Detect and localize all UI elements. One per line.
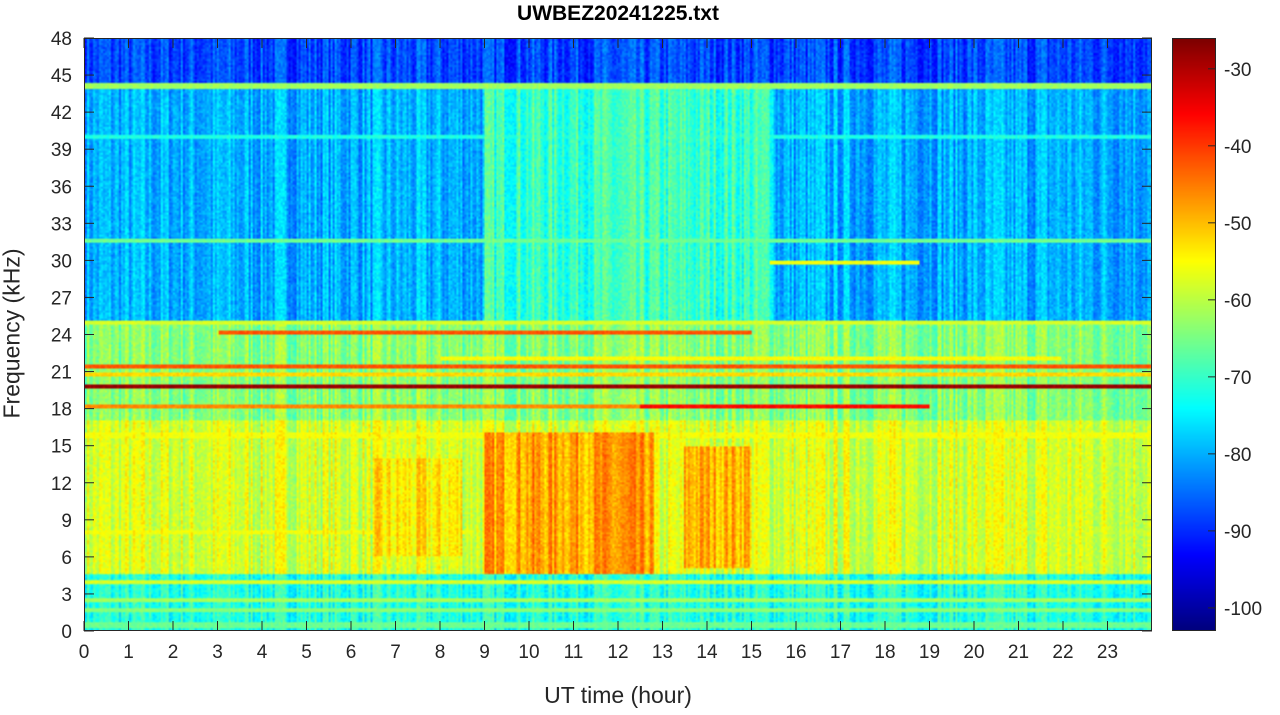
y-tick-label: 18 <box>51 400 72 421</box>
x-tick-label: 15 <box>741 642 762 663</box>
colorbar-tick-label: -70 <box>1224 368 1251 389</box>
y-tick-label: 48 <box>51 29 72 50</box>
x-tick-label: 19 <box>919 642 940 663</box>
x-tick-label: 3 <box>212 642 223 663</box>
y-tick-label: 30 <box>51 251 72 272</box>
x-tick-label: 18 <box>874 642 895 663</box>
x-tick-label: 4 <box>257 642 268 663</box>
y-tick-label: 27 <box>51 288 72 309</box>
y-tick-label: 24 <box>51 326 73 347</box>
colorbar-tick-label: -40 <box>1224 137 1251 158</box>
y-tick-label: 15 <box>51 437 72 458</box>
colorbar <box>1172 38 1216 631</box>
x-tick-label: 14 <box>696 642 718 663</box>
x-tick-label: 8 <box>435 642 446 663</box>
spectrogram-heatmap <box>85 39 1151 630</box>
x-tick-label: 7 <box>390 642 401 663</box>
x-tick-label: 6 <box>346 642 357 663</box>
x-tick-label: 0 <box>79 642 90 663</box>
x-tick-label: 16 <box>785 642 806 663</box>
x-tick-label: 13 <box>652 642 673 663</box>
x-tick-label: 11 <box>564 642 584 663</box>
y-tick-label: 6 <box>61 548 72 569</box>
y-axis-label: Frequency (kHz) <box>0 248 25 419</box>
x-tick-label: 23 <box>1097 642 1118 663</box>
y-tick-label: 33 <box>51 214 72 235</box>
colorbar-tick-label: -60 <box>1224 291 1251 312</box>
colorbar-tick-label: -100 <box>1224 599 1262 620</box>
chart-title: UWBEZ20241225.txt <box>517 2 719 25</box>
x-tick-label: 10 <box>518 642 539 663</box>
y-tick-label: 39 <box>51 140 72 161</box>
y-tick-label: 9 <box>61 511 72 532</box>
colorbar-tick-label: -80 <box>1224 445 1251 466</box>
colorbar-tick-label: -90 <box>1224 522 1251 543</box>
y-tick-label: 3 <box>61 585 72 606</box>
x-tick-label: 17 <box>830 642 851 663</box>
x-tick-label: 21 <box>1008 642 1029 663</box>
y-tick-label: 45 <box>51 66 72 87</box>
colorbar-tick-label: -50 <box>1224 214 1251 235</box>
y-tick-label: 21 <box>51 363 72 384</box>
x-tick-label: 1 <box>123 642 134 663</box>
x-tick-label: 22 <box>1052 642 1073 663</box>
y-tick-label: 42 <box>51 103 72 124</box>
x-tick-label: 12 <box>607 642 628 663</box>
colorbar-tick-label: -30 <box>1224 60 1251 81</box>
y-tick-label: 36 <box>51 177 72 198</box>
x-tick-label: 9 <box>479 642 490 663</box>
x-axis-label: UT time (hour) <box>544 682 692 708</box>
y-tick-label: 0 <box>61 622 72 643</box>
y-tick-label: 12 <box>51 474 72 495</box>
colorbar-gradient <box>1173 39 1215 630</box>
x-tick-label: 2 <box>168 642 179 663</box>
plot-area <box>84 38 1152 631</box>
x-tick-label: 5 <box>301 642 312 663</box>
x-tick-label: 20 <box>963 642 984 663</box>
